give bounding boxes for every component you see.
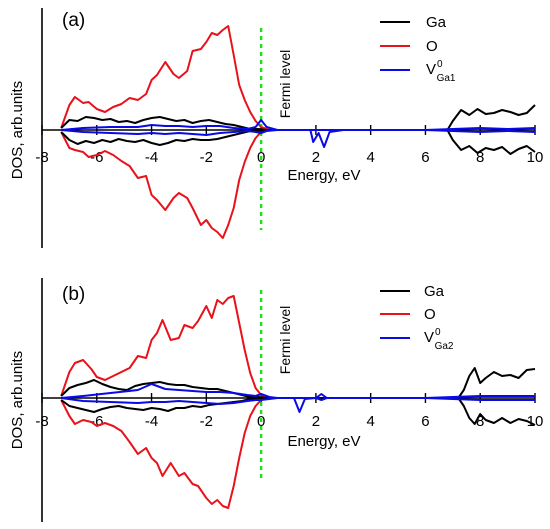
legend-label-o: O — [424, 306, 436, 323]
fermi-label: Fermi level — [277, 306, 293, 374]
series-ga-up — [60, 104, 536, 131]
legend-label-v: V0 Ga2 — [424, 327, 454, 352]
legend-label-ga: Ga — [426, 14, 447, 31]
x-tick-label: 2 — [312, 413, 320, 430]
series-o-up — [60, 295, 270, 399]
panel-a: DOS, arb.units (a) Fermi level Energy, e… — [9, 8, 543, 248]
legend-label-v: V0 Ga1 — [426, 59, 456, 84]
series-o-up — [60, 25, 270, 131]
x-tick-label: -6 — [90, 149, 103, 166]
x-tick-label: -2 — [200, 149, 213, 166]
x-tick-label: -4 — [145, 149, 158, 166]
panel-b: DOS, arb.units (b) Fermi level Energy, e… — [9, 278, 543, 522]
x-axis-label: Energy, eV — [287, 167, 360, 184]
series-ga-down — [60, 129, 536, 155]
legend: Ga O V0 Ga2 — [380, 283, 454, 352]
x-tick-label: 6 — [421, 149, 429, 166]
series-v-down — [61, 129, 536, 148]
x-tick-label: -4 — [145, 413, 158, 430]
x-tick-label: 8 — [476, 149, 484, 166]
x-tick-label: -8 — [35, 149, 48, 166]
panel-label: (a) — [62, 10, 85, 31]
legend-label-ga: Ga — [424, 283, 445, 300]
y-axis-label: DOS, arb.units — [9, 81, 26, 179]
legend: Ga O V0 Ga1 — [380, 14, 456, 84]
x-tick-label: -2 — [200, 413, 213, 430]
fermi-label: Fermi level — [277, 50, 293, 118]
series-o-down — [60, 129, 270, 239]
series-o-down — [60, 397, 270, 509]
x-tick-label: 10 — [527, 413, 544, 430]
series-ga-up — [60, 367, 536, 399]
panel-label: (b) — [62, 284, 85, 305]
x-tick-label: -8 — [35, 413, 48, 430]
x-tick-label: 4 — [366, 413, 374, 430]
legend-label-o: O — [426, 38, 438, 55]
x-tick-label: 10 — [527, 149, 544, 166]
x-tick-label: 8 — [476, 413, 484, 430]
x-tick-label: 4 — [366, 149, 374, 166]
y-axis-label: DOS, arb.units — [9, 351, 26, 449]
x-axis-label: Energy, eV — [287, 433, 360, 450]
x-tick-label: 6 — [421, 413, 429, 430]
series-v-down — [61, 397, 535, 413]
x-tick-label: 2 — [312, 149, 320, 166]
